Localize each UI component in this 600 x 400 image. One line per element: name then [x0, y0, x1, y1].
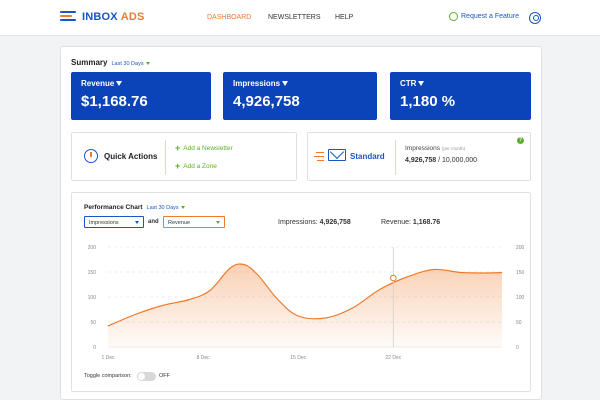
dashboard-panel: Summary Last 30 Days Revenue $1,168.76 Im…	[60, 46, 542, 400]
divider	[165, 140, 166, 175]
performance-title: Performance Chart	[84, 204, 143, 211]
lightbulb-icon	[449, 12, 458, 21]
y-tick-label-right: 0	[516, 345, 519, 351]
metric-select-left[interactable]: Impressions	[84, 216, 144, 228]
plus-icon: +	[175, 161, 181, 171]
user-account-icon[interactable]	[529, 12, 541, 24]
y-tick-label-left: 200	[88, 245, 97, 251]
kpi-impressions-label-row: Impressions	[233, 79, 367, 88]
performance-period-dropdown[interactable]: Last 30 Days	[147, 205, 185, 211]
brand-name: INBOX ADS	[82, 11, 145, 23]
kpi-impressions-label: Impressions	[233, 79, 281, 88]
envelope-icon	[328, 149, 346, 161]
summary-title: Summary	[71, 58, 108, 67]
metric-connector: and	[148, 219, 159, 225]
y-tick-label-right: 150	[516, 270, 525, 276]
top-navigation-bar: INBOX ADS DASHBOARD NEWSLETTERS HELP Req…	[0, 0, 600, 36]
caret-down-icon	[418, 81, 425, 87]
impressions-stat-label: Impressions:	[278, 219, 318, 226]
plan-impressions-limit: / 10,000,000	[438, 157, 478, 164]
kpi-revenue-label-row: Revenue	[81, 79, 201, 88]
quick-actions-title: Quick Actions	[104, 152, 158, 161]
chevron-down-icon	[135, 221, 139, 224]
quick-actions-card: Quick Actions + Add a Newsletter + Add a Z…	[71, 132, 297, 181]
chevron-down-icon	[145, 62, 150, 66]
series-line	[107, 263, 503, 327]
kpi-ctr-label-row: CTR	[400, 79, 521, 88]
metric-select-right[interactable]: Revenue	[163, 216, 225, 228]
x-tick-label: 1 Dec	[101, 355, 115, 361]
toggle-comparison-label: Toggle comparison:	[84, 373, 132, 379]
speed-line	[317, 160, 324, 161]
kpi-revenue-value: $1,168.76	[81, 93, 148, 110]
kpi-impressions[interactable]: Impressions 4,926,758	[223, 72, 377, 120]
nav-item-dashboard[interactable]: DASHBOARD	[207, 14, 252, 21]
add-newsletter-label: Add a Newsletter	[183, 145, 233, 152]
stopwatch-icon	[84, 149, 98, 163]
y-tick-label-left: 0	[93, 345, 96, 351]
plan-impressions-note: (per month)	[441, 146, 466, 151]
y-tick-label-left: 50	[90, 320, 96, 326]
toggle-comparison-state: OFF	[159, 373, 170, 379]
add-zone-label: Add a Zone	[183, 163, 217, 170]
performance-area-chart[interactable]: 0 50 100 150 200 0 50 100 150 200 1 Dec 8 Dec 15 Dec…	[72, 233, 532, 363]
toggle-comparison-switch[interactable]	[137, 372, 156, 381]
impressions-stat-value: 4,926,758	[319, 219, 351, 226]
kpi-revenue[interactable]: Revenue $1,168.76	[71, 72, 211, 120]
plan-card: Standard Impressions (per month) 4,926,7…	[307, 132, 531, 181]
y-tick-label-right: 200	[516, 245, 525, 251]
performance-period-label: Last 30 Days	[146, 205, 179, 211]
plan-name: Standard	[350, 152, 385, 161]
caret-down-icon	[116, 81, 123, 87]
divider	[395, 140, 396, 175]
caret-down-icon	[282, 81, 289, 87]
summary-period-dropdown[interactable]: Last 30 Days	[111, 61, 150, 67]
brand-logo[interactable]: INBOX ADS	[60, 11, 145, 23]
kpi-ctr[interactable]: CTR 1,180 %	[390, 72, 531, 120]
chevron-down-icon	[216, 221, 220, 224]
y-tick-label-right: 50	[516, 320, 522, 326]
revenue-stat-label: Revenue:	[381, 219, 411, 226]
plan-impressions-label: Impressions	[405, 145, 441, 152]
plan-impressions-used: 4,926,758	[405, 157, 437, 164]
nav-item-help[interactable]: HELP	[335, 14, 354, 21]
plus-icon: +	[175, 143, 181, 153]
plan-impressions-usage: 4,926,758 / 10,000,000	[405, 157, 477, 164]
revenue-stat-value: 1,168.76	[412, 219, 441, 226]
summary-period-label: Last 30 Days	[111, 61, 144, 67]
x-tick-label: 8 Dec	[197, 355, 211, 361]
add-newsletter-link[interactable]: + Add a Newsletter	[175, 143, 233, 153]
request-feature-link[interactable]: Request a Feature	[449, 12, 519, 21]
add-zone-link[interactable]: + Add a Zone	[175, 161, 217, 171]
x-tick-label: 15 Dec	[290, 355, 306, 361]
kpi-revenue-label: Revenue	[81, 79, 115, 88]
brand-name-primary: INBOX	[82, 11, 118, 23]
kpi-ctr-label: CTR	[400, 79, 417, 88]
kpi-ctr-value: 1,180 %	[400, 93, 456, 110]
y-tick-label-left: 150	[88, 270, 97, 276]
revenue-stat: Revenue: 1,168.76	[381, 219, 440, 226]
summary-heading: Summary Last 30 Days	[71, 58, 150, 67]
logo-icon	[60, 11, 78, 23]
plan-impressions-title: Impressions (per month)	[405, 145, 465, 152]
nav-item-newsletters[interactable]: NEWSLETTERS	[268, 14, 321, 21]
request-feature-label: Request a Feature	[461, 13, 519, 20]
speed-line	[316, 152, 324, 153]
speed-line	[314, 156, 324, 157]
performance-chart-card: Performance Chart Last 30 Days Impression…	[71, 192, 531, 392]
brand-name-accent: ADS	[120, 11, 145, 23]
kpi-impressions-value: 4,926,758	[233, 93, 300, 110]
impressions-stat: Impressions: 4,926,758	[278, 219, 351, 226]
y-tick-label-left: 100	[88, 295, 97, 301]
chevron-down-icon	[180, 206, 185, 210]
x-tick-label: 22 Dec	[385, 355, 401, 361]
metric-select-left-value: Impressions	[89, 220, 119, 226]
help-icon[interactable]: ?	[517, 137, 524, 144]
series-area	[108, 263, 502, 347]
y-tick-label-right: 100	[516, 295, 525, 301]
metric-select-right-value: Revenue	[168, 220, 191, 226]
performance-heading: Performance Chart Last 30 Days	[84, 204, 185, 211]
hover-point	[390, 274, 397, 282]
